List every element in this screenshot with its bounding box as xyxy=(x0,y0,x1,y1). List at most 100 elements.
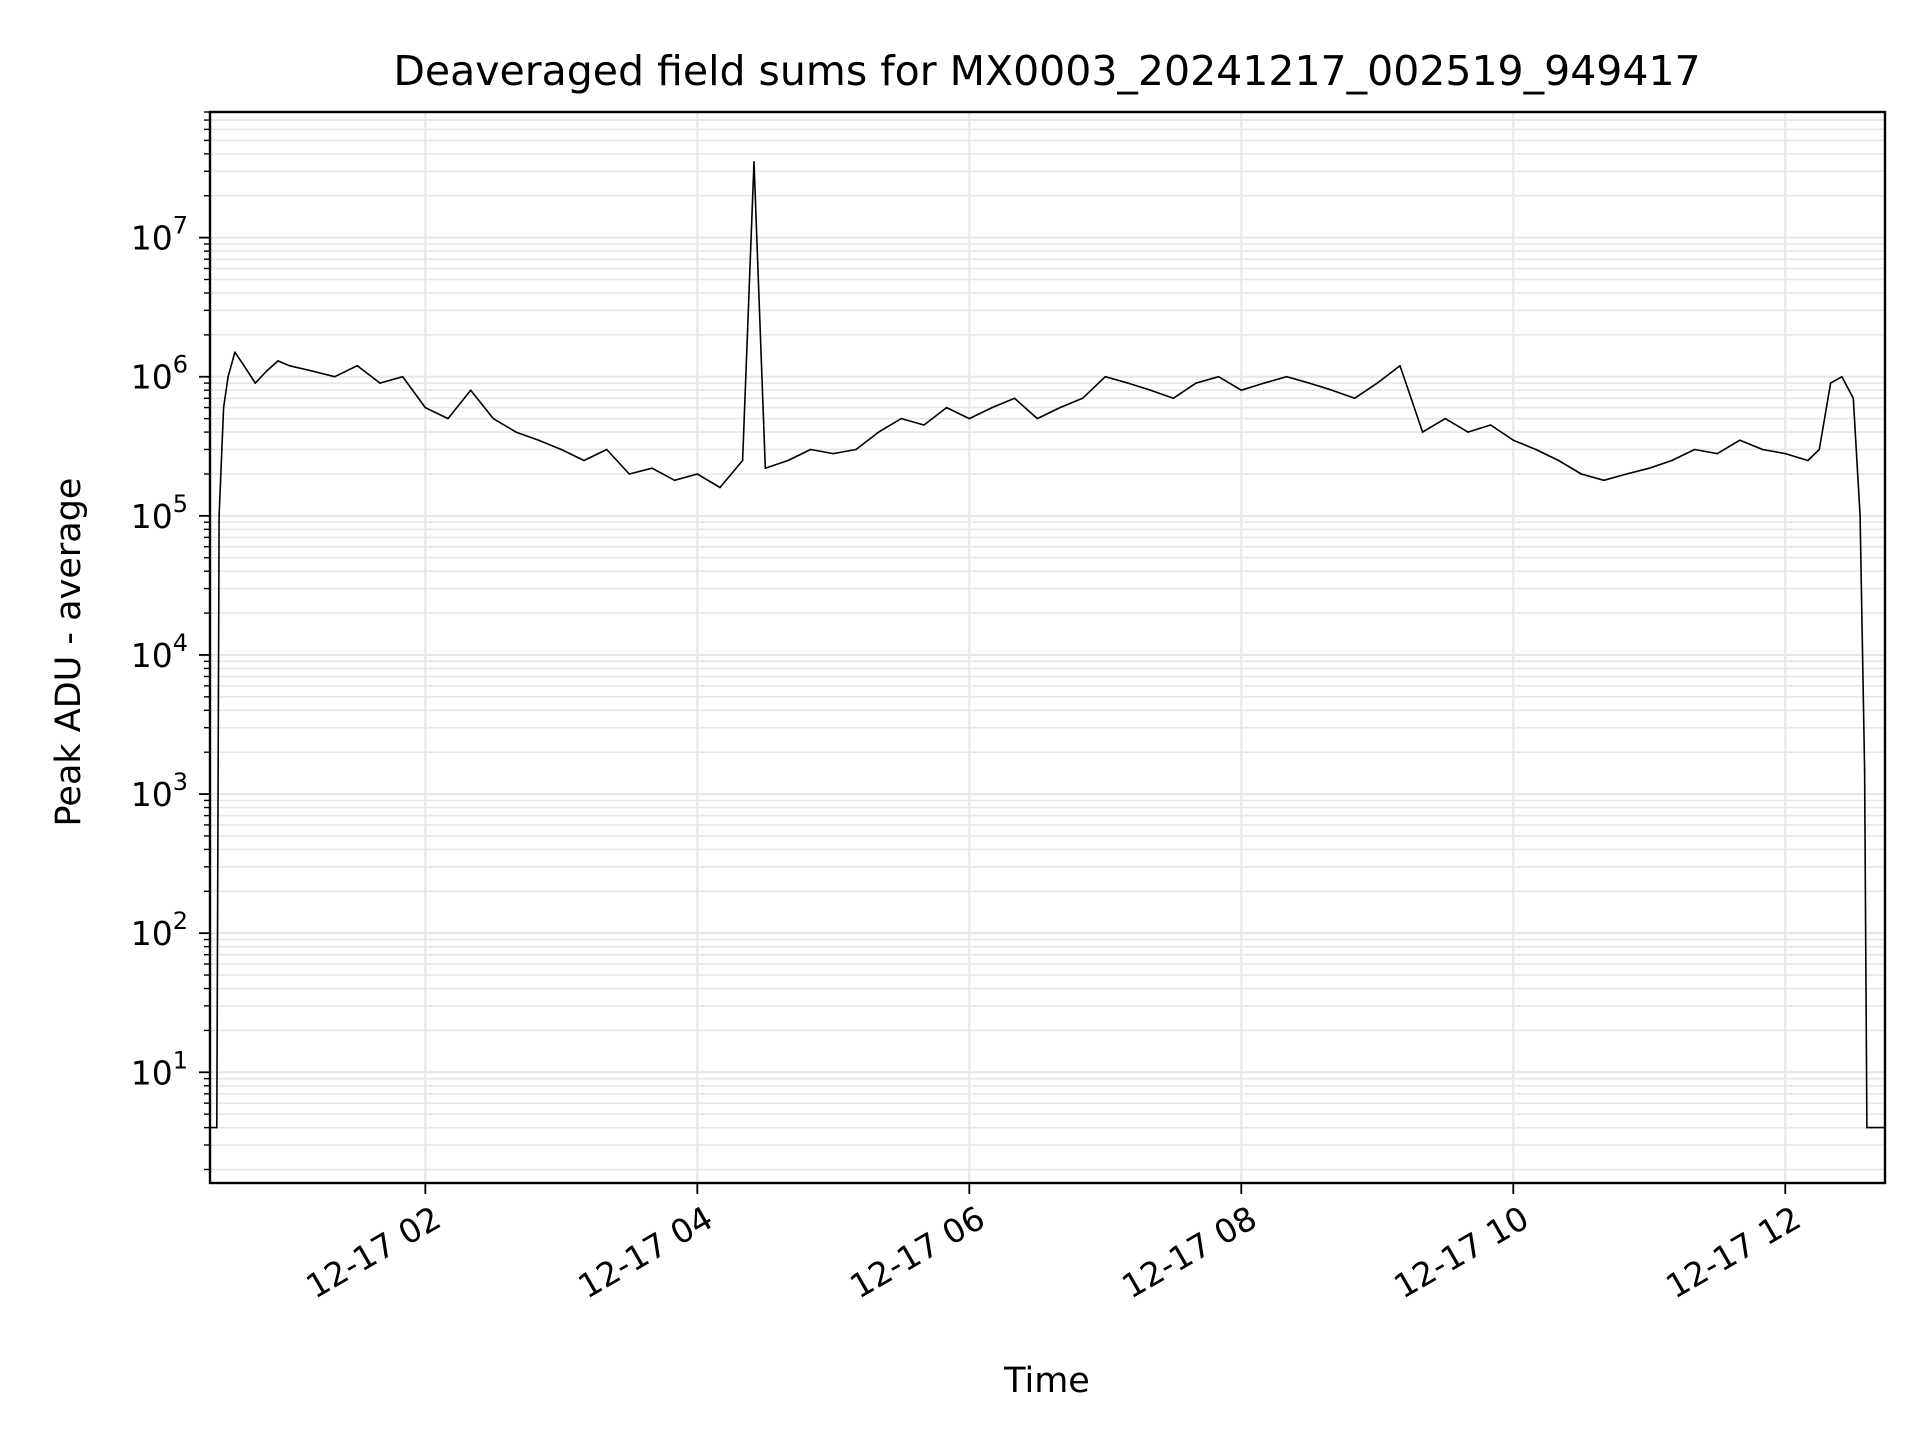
data-point xyxy=(1603,479,1605,482)
data-point xyxy=(991,406,993,409)
y-tick-label: 101 xyxy=(131,1046,188,1092)
data-point xyxy=(218,515,220,517)
data-point xyxy=(254,382,257,384)
data-point xyxy=(945,406,948,409)
series-layer xyxy=(209,161,1886,1129)
data-point xyxy=(696,473,699,475)
data-point xyxy=(753,161,755,163)
chart-title: Deaveraged field sums for MX0003_2024121… xyxy=(393,47,1700,95)
data-point xyxy=(1104,375,1107,378)
data-point xyxy=(234,351,236,354)
y-axis-label: Peak ADU - average xyxy=(49,478,89,827)
data-point xyxy=(1818,448,1821,451)
x-tick-label: 12-17 12 xyxy=(1659,1198,1807,1306)
data-point xyxy=(1059,406,1061,409)
data-point xyxy=(651,467,653,470)
data-point xyxy=(265,370,268,372)
data-point xyxy=(1852,397,1855,400)
data-point xyxy=(515,431,517,433)
data-point xyxy=(277,360,279,362)
data-point xyxy=(1648,467,1651,470)
data-point xyxy=(1467,431,1469,433)
data-point xyxy=(1263,382,1265,384)
x-tick-label: 12-17 06 xyxy=(843,1198,991,1306)
data-point xyxy=(1195,382,1197,384)
data-point xyxy=(1535,448,1537,451)
data-point xyxy=(1240,389,1243,392)
data-point xyxy=(1512,439,1515,442)
data-point xyxy=(583,459,585,462)
data-point xyxy=(1671,459,1673,462)
data-point xyxy=(1081,397,1084,400)
data-point xyxy=(1285,375,1288,378)
data-point xyxy=(900,417,903,420)
data-point xyxy=(1036,417,1039,420)
y-tick-label: 104 xyxy=(131,629,188,675)
data-point xyxy=(1127,382,1129,384)
x-axis-label: Time xyxy=(1003,1361,1090,1401)
data-point xyxy=(832,452,835,455)
plot-frame xyxy=(208,110,1887,1185)
y-tick-label: 105 xyxy=(131,490,188,536)
data-point xyxy=(1580,473,1583,475)
data-point xyxy=(1217,375,1220,378)
data-point xyxy=(1376,382,1379,384)
data-point xyxy=(1013,397,1016,400)
data-point xyxy=(628,473,631,475)
data-point xyxy=(1716,452,1719,455)
data-point xyxy=(1870,1126,1873,1129)
y-tick-label: 107 xyxy=(131,212,188,258)
data-point xyxy=(356,364,359,367)
data-point xyxy=(379,382,381,384)
data-point xyxy=(333,375,336,378)
data-point xyxy=(447,417,449,420)
data-point xyxy=(1863,768,1866,771)
data-point xyxy=(311,370,313,372)
x-tick-label: 12-17 08 xyxy=(1115,1198,1263,1306)
data-point xyxy=(605,448,608,451)
data-point xyxy=(1331,389,1333,392)
grid-layer xyxy=(210,111,1885,1183)
data-point xyxy=(1489,424,1492,426)
data-point xyxy=(855,448,857,451)
data-point xyxy=(1859,515,1861,517)
data-point xyxy=(719,486,721,489)
y-tick-label: 102 xyxy=(131,907,188,953)
data-point xyxy=(1784,452,1787,455)
data-point xyxy=(469,389,472,392)
x-tick-label: 12-17 04 xyxy=(571,1198,719,1306)
data-point xyxy=(1841,375,1843,378)
y-tick-label: 106 xyxy=(131,351,188,397)
data-point xyxy=(216,1126,218,1129)
data-point xyxy=(1739,439,1741,442)
data-point xyxy=(741,459,744,462)
data-point xyxy=(1866,1126,1868,1129)
data-point xyxy=(288,364,291,367)
data-point xyxy=(968,417,971,420)
data-point xyxy=(537,439,540,442)
data-point xyxy=(492,417,495,420)
data-point xyxy=(1149,389,1152,392)
data-point xyxy=(1557,459,1560,462)
data-point xyxy=(787,459,789,462)
data-point xyxy=(923,424,925,426)
data-point xyxy=(424,406,427,409)
data-point xyxy=(1353,397,1356,400)
x-tick-label: 12-17 02 xyxy=(299,1198,447,1306)
data-point xyxy=(227,375,229,378)
data-point xyxy=(877,431,880,433)
series-line xyxy=(210,161,1885,1129)
data-point xyxy=(1444,417,1447,420)
data-point xyxy=(222,406,225,409)
data-point xyxy=(809,448,812,451)
data-point xyxy=(560,448,563,451)
data-point xyxy=(673,479,676,482)
data-point xyxy=(1693,448,1696,451)
data-point xyxy=(243,364,245,367)
data-point xyxy=(1625,473,1628,475)
y-tick-label: 103 xyxy=(131,768,188,814)
data-point xyxy=(1421,431,1424,433)
data-point xyxy=(1399,364,1401,367)
